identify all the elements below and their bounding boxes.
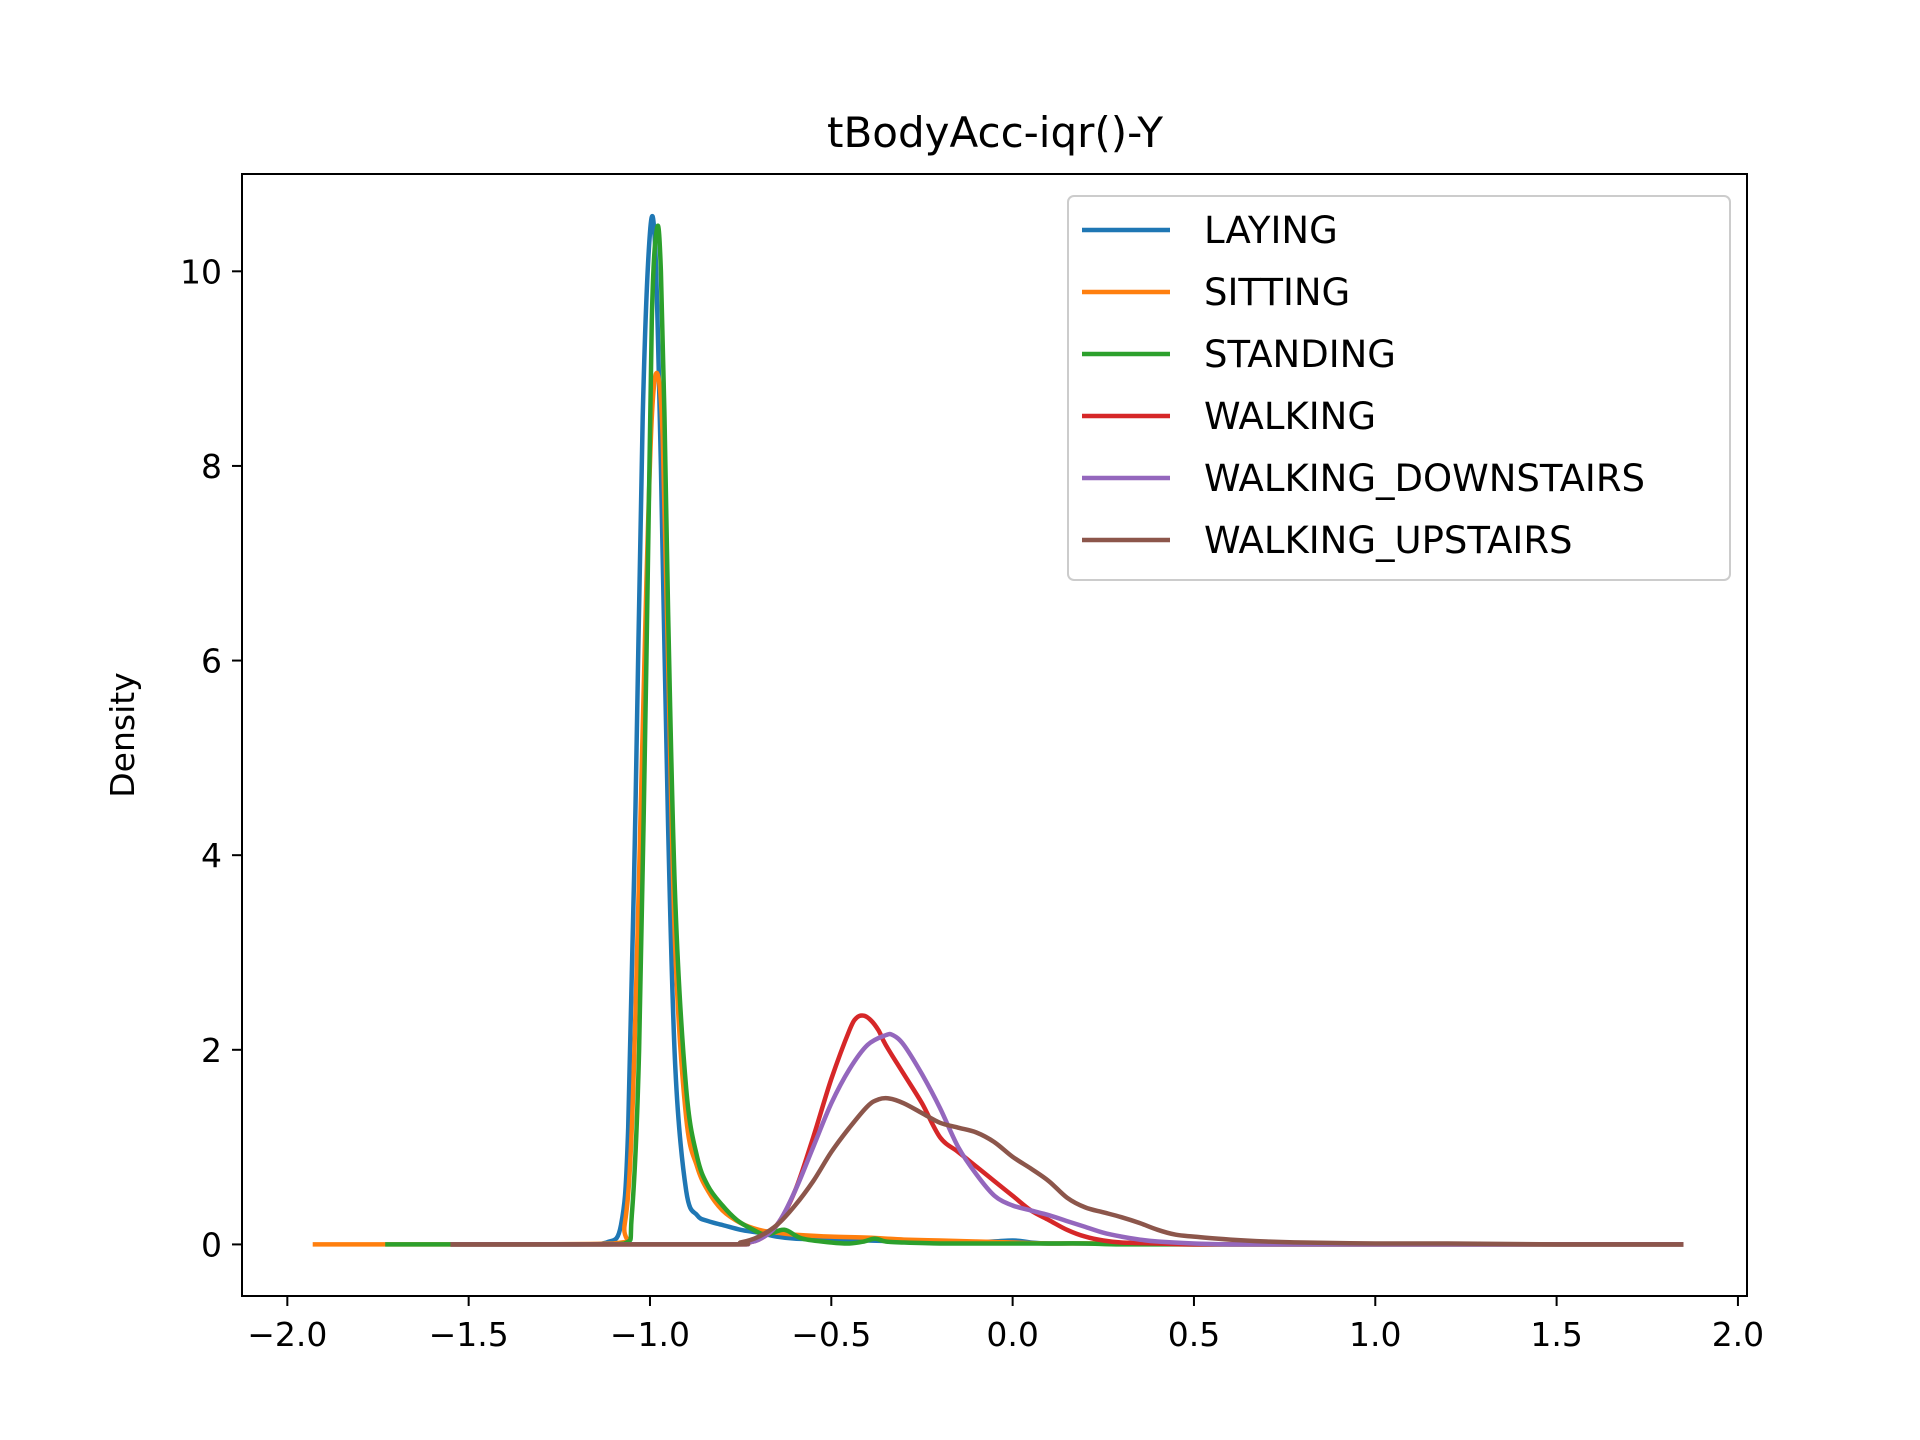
x-tick-label: −1.5	[429, 1315, 509, 1354]
legend-label: SITTING	[1204, 271, 1350, 314]
y-tick-label: 10	[180, 252, 222, 291]
y-tick-label: 2	[201, 1031, 222, 1070]
x-tick-label: −2.0	[247, 1315, 327, 1354]
series-line-standing	[385, 223, 1684, 1247]
y-axis-label: Density	[103, 672, 142, 797]
y-tick-label: 4	[201, 836, 222, 875]
series-line-walking-upstairs	[450, 1095, 1684, 1247]
x-axis: −2.0 −1.5 −1.0 −0.5 0.0 0.5 1.0 1.5 2.0	[247, 1296, 1764, 1354]
x-tick-label: 2.0	[1712, 1315, 1764, 1354]
x-tick-label: −1.0	[610, 1315, 690, 1354]
x-tick-label: 1.5	[1530, 1315, 1582, 1354]
y-axis: 0 2 4 6 8 10	[180, 252, 242, 1264]
legend: LAYING SITTING STANDING WALKING WALKING_DOWN…	[1067, 195, 1731, 581]
axes-frame	[241, 173, 1748, 1297]
legend-box	[1067, 195, 1731, 581]
x-tick-label: 1.0	[1349, 1315, 1401, 1354]
legend-label: WALKING_DOWNSTAIRS	[1204, 457, 1645, 500]
y-tick-label: 0	[201, 1225, 222, 1264]
series-group	[312, 214, 1684, 1247]
y-tick-label: 8	[201, 447, 222, 486]
legend-label: LAYING	[1204, 209, 1338, 252]
x-tick-label: 0.0	[986, 1315, 1038, 1354]
legend-label: WALKING	[1204, 395, 1376, 438]
x-tick-label: −0.5	[791, 1315, 871, 1354]
legend-label: STANDING	[1204, 333, 1396, 376]
legend-label: WALKING_UPSTAIRS	[1204, 519, 1573, 562]
series-line-walking-downstairs	[450, 1031, 1684, 1247]
y-tick-label: 6	[201, 642, 222, 681]
chart-title: tBodyAcc-iqr()-Y	[827, 108, 1163, 157]
x-tick-label: 0.5	[1168, 1315, 1220, 1354]
